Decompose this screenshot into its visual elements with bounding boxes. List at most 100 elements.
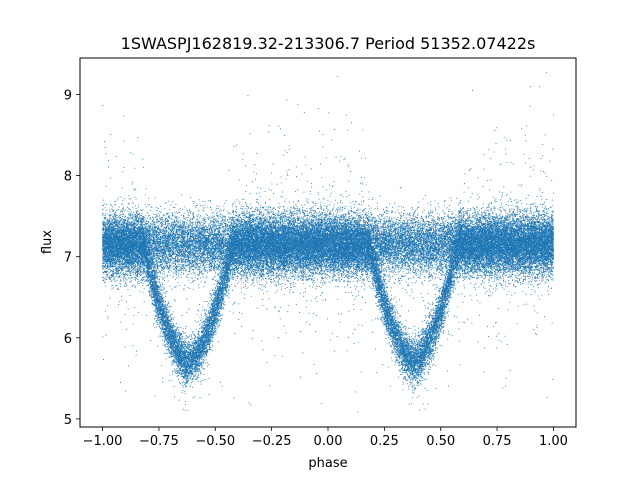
data-point [412,271,413,272]
data-point [490,285,491,286]
data-point [410,328,411,329]
data-point [470,197,471,198]
data-point [365,273,366,274]
data-point [369,209,370,210]
data-point [192,251,193,252]
data-point [178,222,179,223]
data-point [173,225,174,226]
data-point [252,273,253,274]
data-point [476,265,477,266]
data-point [547,274,548,275]
data-point [409,343,410,344]
data-point [161,267,162,268]
data-point [339,322,340,323]
data-point [534,166,535,167]
data-point [443,258,444,259]
data-point [512,274,513,275]
data-point [544,202,545,203]
data-point [226,295,227,296]
data-point [260,196,261,197]
data-point [103,221,104,222]
data-point [336,273,337,274]
data-point [395,212,396,213]
data-point [175,301,176,302]
data-point [197,225,198,226]
data-point [465,272,466,273]
data-point [241,206,242,207]
data-point [495,274,496,275]
data-point [398,222,399,223]
data-point [124,255,125,256]
data-point [489,289,490,290]
data-point [433,316,434,317]
data-point [197,371,198,372]
data-point [367,222,368,223]
data-point [175,216,176,217]
data-point [111,274,112,275]
data-point [358,204,359,205]
data-point [328,275,329,276]
data-point [201,233,202,234]
data-point [145,222,146,223]
data-point [155,222,156,223]
data-point [342,215,343,216]
data-point [437,217,438,218]
data-point [315,212,316,213]
data-point [330,272,331,273]
data-point [433,246,434,247]
data-point [500,283,501,284]
data-point [386,331,387,332]
data-point [297,214,298,215]
data-point [352,295,353,296]
data-point [333,213,334,214]
data-point [509,302,510,303]
data-point [289,202,290,203]
data-point [481,271,482,272]
data-point [204,360,205,361]
data-point [168,345,169,346]
data-point [530,208,531,209]
data-point [128,309,129,310]
data-point [199,228,200,229]
data-point [182,331,183,332]
data-point [225,280,226,281]
data-point [326,278,327,279]
data-point [448,331,449,332]
data-point [190,385,191,386]
data-point [164,341,165,342]
data-point [430,205,431,206]
data-point [532,277,533,278]
data-point [533,214,534,215]
data-point [212,294,213,295]
data-point [265,216,266,217]
data-point [372,283,373,284]
data-point [174,265,175,266]
data-point [356,220,357,221]
data-point [118,289,119,290]
data-point [278,337,279,338]
data-point [305,291,306,292]
data-point [485,215,486,216]
data-point [484,283,485,284]
data-point [180,264,181,265]
data-point [341,156,342,157]
data-point [189,272,190,273]
data-point [546,279,547,280]
data-point [263,349,264,350]
data-point [210,221,211,222]
data-point [356,286,357,287]
data-point [501,205,502,206]
data-point [211,224,212,225]
data-point [410,278,411,279]
data-point [111,286,112,287]
data-point [392,259,393,260]
data-point [172,314,173,315]
data-point [380,260,381,261]
data-point [398,361,399,362]
data-point [371,275,372,276]
data-point [340,208,341,209]
data-point [552,275,553,276]
data-point [182,363,183,364]
data-point [104,282,105,283]
data-point [509,269,510,270]
